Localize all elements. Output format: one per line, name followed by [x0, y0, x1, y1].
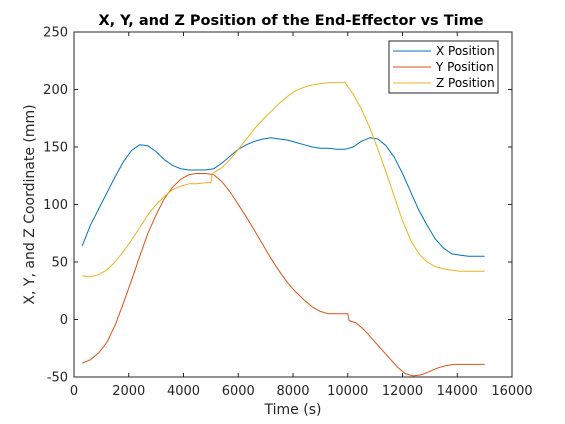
y-tick-label: 0 [60, 313, 68, 328]
x-axis-label: Time (s) [264, 402, 322, 418]
x-tick-label: 6000 [222, 384, 255, 399]
y-tick-label: -50 [47, 371, 68, 386]
plot-area [81, 82, 485, 377]
legend-label-z-position: Z Position [436, 76, 495, 90]
chart-title: X, Y, and Z Position of the End-Effector… [98, 13, 483, 29]
x-tick-label: 8000 [276, 384, 309, 399]
y-tick-label: 50 [51, 256, 68, 271]
series-line-z-position [82, 82, 485, 278]
y-tick-label: 100 [43, 198, 68, 213]
y-tick-label: 250 [43, 26, 68, 41]
legend-label-y-position: Y Position [435, 60, 494, 74]
series-line-y-position [82, 173, 485, 377]
x-tick-label: 2000 [112, 384, 145, 399]
x-tick-label: 16000 [491, 384, 532, 399]
y-axis: -50 0 50 100 150 200 250 [43, 26, 512, 386]
y-tick-label: 200 [43, 83, 68, 98]
x-tick-label: 14000 [437, 384, 478, 399]
x-tick-label: 10000 [327, 384, 368, 399]
x-tick-label: 0 [70, 384, 78, 399]
series-line-x-position [81, 137, 485, 257]
y-axis-label: X, Y, and Z Coordinate (mm) [22, 104, 38, 304]
x-tick-label: 12000 [382, 384, 423, 399]
x-tick-label: 4000 [167, 384, 200, 399]
x-axis: 0 2000 4000 6000 8000 10000 12000 14000 16000 [70, 32, 533, 399]
y-tick-label: 150 [43, 141, 68, 156]
legend-label-x-position: X Position [436, 44, 495, 58]
legend: X Position Y Position Z Position [388, 40, 499, 94]
